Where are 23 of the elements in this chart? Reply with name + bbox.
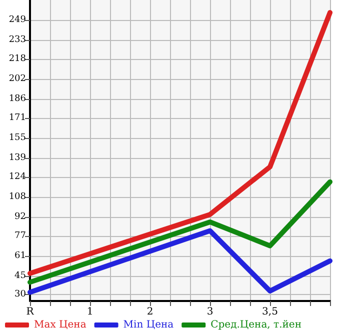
y-tick-label: 186 bbox=[8, 94, 26, 104]
y-tick-label: 77 bbox=[14, 230, 26, 241]
y-tick-label: 92 bbox=[14, 212, 26, 222]
y-tick-label: 202 bbox=[8, 74, 26, 84]
y-tick-label: 233 bbox=[8, 35, 26, 46]
y-tick-label: 108 bbox=[8, 192, 26, 202]
x-tick-label: 2 bbox=[146, 306, 154, 318]
y-tick-label: 45 bbox=[14, 270, 26, 281]
y-tick-label: 155 bbox=[8, 132, 26, 143]
y-tick-label: 124 bbox=[8, 172, 26, 182]
y-tick-label: 218 bbox=[8, 54, 26, 64]
y-tick-label: 61 bbox=[14, 250, 26, 261]
x-tick-label: 3 bbox=[206, 306, 214, 318]
legend-label: Сред.Цена, т.йен bbox=[210, 320, 302, 330]
legend-label: Min Цена bbox=[123, 320, 174, 330]
x-tick-label: 3,5 bbox=[262, 306, 278, 318]
y-tick-label: 249 bbox=[8, 15, 26, 26]
y-tick-label: 139 bbox=[8, 153, 26, 164]
x-tick-label: R bbox=[26, 306, 34, 318]
x-tick-label: 1 bbox=[86, 306, 94, 318]
y-tick-label: 30 bbox=[14, 290, 26, 300]
y-tick-label: 171 bbox=[8, 112, 26, 123]
legend-label: Max Цена bbox=[34, 320, 86, 330]
